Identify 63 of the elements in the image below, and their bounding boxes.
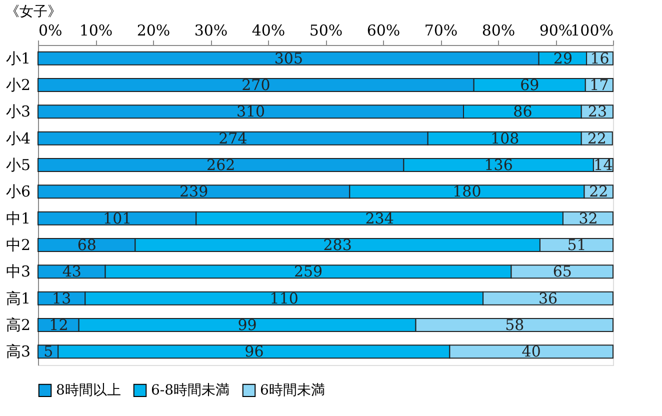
x-tick-label: 10% (79, 22, 113, 40)
y-tick-label: 小6 (6, 182, 30, 201)
x-tick-label: 20% (136, 22, 170, 40)
annotation: 310 (236, 102, 266, 121)
annotation: 40 (522, 342, 541, 361)
x-tick-label: 100% (570, 22, 614, 40)
y-tick-label: 中2 (6, 236, 30, 254)
y-tick-label: 小4 (6, 129, 30, 148)
annotation: 51 (567, 236, 586, 254)
annotation: 29 (553, 49, 573, 68)
y-tick-label: 高2 (6, 316, 30, 334)
annotation: 22 (589, 182, 608, 201)
annotation: 17 (590, 76, 609, 94)
y-tick-label: 小3 (6, 102, 30, 121)
annotation: 12 (49, 316, 68, 334)
y-tick-label: 小1 (6, 49, 30, 68)
y-tick-label: 高3 (6, 342, 30, 361)
legend-label: 6時間未満 (260, 382, 325, 398)
x-tick-label: 0% (38, 22, 62, 40)
annotation: 16 (590, 49, 610, 68)
annotation: 305 (274, 49, 304, 68)
annotation: 110 (270, 289, 298, 308)
annotation: 262 (206, 156, 236, 174)
annotation: 234 (365, 209, 394, 228)
y-tick-label: 中1 (6, 209, 30, 228)
chart-title: 《女子》 (5, 4, 62, 20)
legend-label: 6-8時間未満 (151, 382, 230, 398)
annotation: 239 (180, 182, 208, 201)
annotation: 23 (588, 102, 608, 121)
annotation: 32 (578, 209, 598, 228)
x-tick-label: 80% (482, 22, 516, 40)
annotation: 99 (238, 316, 257, 334)
annotation: 101 (103, 209, 132, 228)
annotation: 65 (552, 262, 572, 281)
annotation: 36 (538, 289, 558, 308)
y-tick-label: 高1 (6, 289, 30, 308)
x-tick-label: 50% (309, 22, 343, 40)
annotation: 136 (484, 156, 513, 174)
x-tick-label: 60% (366, 22, 400, 40)
annotation: 69 (520, 76, 540, 94)
annotation: 86 (513, 102, 532, 121)
x-tick-label: 70% (424, 22, 458, 40)
annotation: 5 (44, 342, 54, 361)
annotation: 43 (62, 262, 82, 281)
annotation: 259 (294, 262, 323, 281)
x-tick-label: 30% (194, 22, 228, 40)
x-tick-label: 90% (539, 22, 573, 40)
annotation: 270 (242, 76, 270, 94)
y-tick-label: 小5 (6, 156, 30, 174)
annotation: 108 (490, 129, 520, 148)
y-tick-label: 中3 (6, 262, 30, 281)
annotation: 22 (587, 129, 606, 148)
annotation: 58 (505, 316, 524, 334)
annotation: 14 (594, 156, 613, 174)
annotation: 68 (77, 236, 96, 254)
annotation: 283 (323, 236, 352, 254)
annotation: 13 (52, 289, 72, 308)
annotation: 96 (244, 342, 264, 361)
y-tick-label: 小2 (6, 76, 30, 94)
annotation: 180 (452, 182, 482, 201)
annotation: 274 (218, 129, 248, 148)
legend-label: 8時間以上 (56, 382, 121, 398)
x-tick-label: 40% (252, 22, 286, 40)
